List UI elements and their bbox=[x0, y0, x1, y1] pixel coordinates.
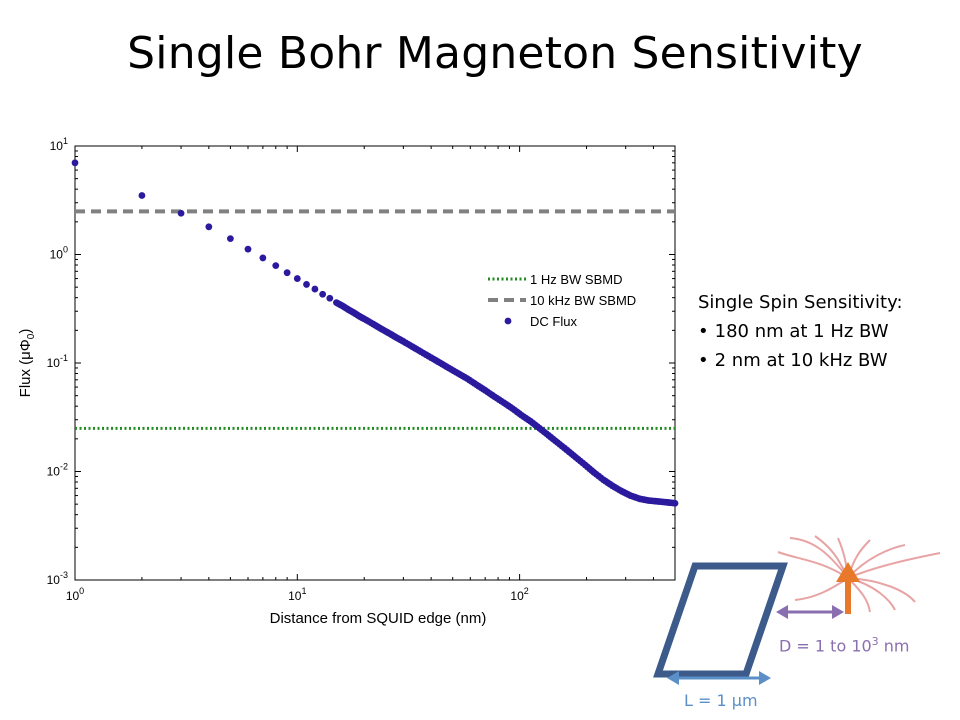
x-axis-ticks: 100 101 102 bbox=[66, 146, 676, 603]
squid-loop-diagram bbox=[653, 535, 941, 685]
data-point bbox=[319, 290, 327, 298]
sensitivity-item: 180 nm at 1 Hz BW bbox=[698, 317, 948, 346]
data-point bbox=[205, 223, 213, 231]
legend-marker bbox=[504, 317, 512, 325]
field-line bbox=[847, 552, 941, 579]
legend-label: 1 Hz BW SBMD bbox=[530, 272, 622, 287]
y-tick-label: 10-3 bbox=[47, 570, 68, 587]
reference-lines bbox=[75, 209, 675, 430]
data-point bbox=[177, 209, 185, 217]
sensitivity-box: Single Spin Sensitivity: 180 nm at 1 Hz … bbox=[698, 288, 948, 375]
legend: 1 Hz BW SBMD 10 kHz BW SBMD DC Flux bbox=[478, 264, 668, 334]
data-point bbox=[588, 467, 596, 474]
data-point bbox=[669, 499, 677, 507]
d-range-label: D = 1 to 103 nm bbox=[779, 635, 910, 656]
sensitivity-heading: Single Spin Sensitivity: bbox=[698, 292, 903, 313]
slide-title: Single Bohr Magneton Sensitivity bbox=[127, 28, 863, 79]
x-tick-label: 100 bbox=[66, 586, 84, 603]
d-arrow-left-head bbox=[776, 605, 788, 619]
data-point bbox=[293, 275, 301, 282]
sensitivity-list: 180 nm at 1 Hz BW 2 nm at 10 kHz BW bbox=[698, 317, 948, 375]
legend-label: DC Flux bbox=[530, 314, 577, 329]
data-point bbox=[551, 437, 559, 445]
dc-flux-series bbox=[71, 159, 679, 507]
x-tick-label: 102 bbox=[510, 586, 528, 603]
l-arrow-left-head bbox=[667, 671, 679, 685]
spin-arrow-icon bbox=[836, 562, 860, 582]
field-line bbox=[777, 551, 849, 579]
d-arrow-right-head bbox=[832, 605, 844, 619]
x-tick-label: 101 bbox=[288, 586, 306, 603]
y-tick-label: 10-1 bbox=[47, 353, 68, 370]
field-line bbox=[847, 544, 906, 579]
data-point bbox=[272, 262, 280, 270]
data-point bbox=[226, 235, 234, 243]
data-point bbox=[259, 254, 267, 262]
field-line bbox=[847, 577, 871, 613]
data-point bbox=[303, 281, 310, 288]
y-axis-ticks: 10-3 10-2 10-1 100 101 bbox=[47, 136, 675, 587]
field-line bbox=[847, 577, 896, 611]
data-point bbox=[326, 294, 334, 302]
y-axis-label: Flux (μΦ0) bbox=[17, 329, 37, 398]
sensitivity-item: 2 nm at 10 kHz BW bbox=[698, 346, 948, 375]
y-tick-label: 100 bbox=[50, 245, 68, 262]
data-point bbox=[244, 245, 252, 253]
data-point bbox=[579, 459, 587, 467]
plot-area bbox=[74, 145, 676, 581]
data-point bbox=[283, 269, 291, 277]
squid-loop bbox=[653, 562, 788, 678]
x-axis-label: Distance from SQUID edge (nm) bbox=[270, 610, 487, 627]
l-length-label: L = 1 μm bbox=[684, 691, 758, 710]
field-lines bbox=[777, 535, 941, 613]
l-arrow-right-head bbox=[759, 671, 771, 685]
data-point bbox=[561, 444, 568, 452]
data-point bbox=[71, 159, 79, 167]
data-point bbox=[311, 285, 319, 293]
legend-label: 10 kHz BW SBMD bbox=[530, 293, 636, 308]
y-tick-label: 10-2 bbox=[47, 462, 68, 479]
data-point bbox=[138, 192, 146, 199]
y-tick-label: 101 bbox=[50, 136, 68, 153]
data-point bbox=[570, 452, 577, 459]
